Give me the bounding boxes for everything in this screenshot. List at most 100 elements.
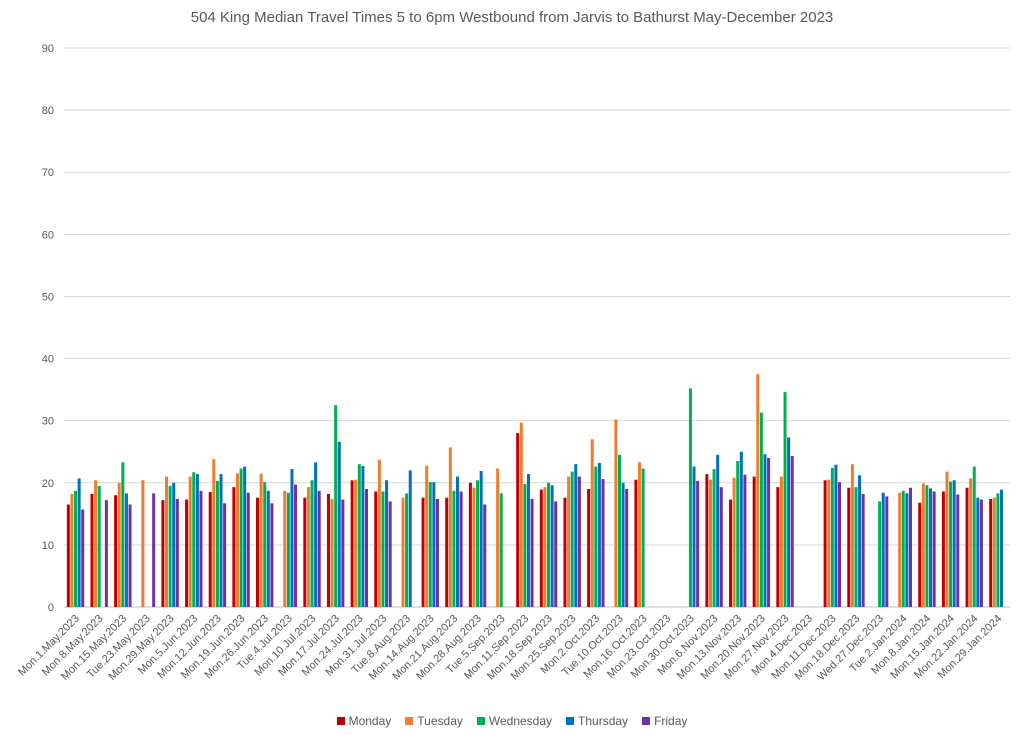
bar-wednesday — [783, 392, 787, 607]
bar-wednesday — [854, 487, 858, 607]
bar-thursday — [929, 488, 933, 607]
bar-monday — [374, 491, 378, 607]
bar-thursday — [124, 493, 128, 607]
bar-friday — [317, 490, 321, 607]
legend-label: Monday — [348, 714, 392, 728]
chart-title: 504 King Median Travel Times 5 to 6pm We… — [190, 9, 834, 26]
bar-thursday — [739, 451, 743, 607]
bar-tuesday — [638, 462, 642, 607]
bar-monday — [161, 500, 165, 607]
bar-tuesday — [330, 498, 334, 607]
bar-wednesday — [925, 485, 929, 607]
bar-monday — [90, 493, 94, 607]
bar-thursday — [881, 492, 885, 607]
bar-thursday — [787, 437, 791, 607]
legend-label: Wednesday — [488, 714, 553, 728]
bar-thursday — [195, 474, 199, 607]
bar-friday — [81, 509, 85, 607]
bar-wednesday — [121, 462, 125, 607]
bar-tuesday — [779, 476, 783, 607]
bar-wednesday — [641, 468, 645, 607]
legend-swatch — [405, 717, 414, 725]
bar-monday — [539, 489, 543, 607]
y-tick-label: 40 — [42, 354, 54, 366]
bar-wednesday — [476, 480, 480, 607]
legend-swatch — [476, 717, 485, 725]
bar-friday — [435, 498, 439, 607]
bar-friday — [838, 482, 842, 607]
bar-tuesday — [496, 468, 500, 607]
bar-friday — [861, 493, 865, 607]
bar-wednesday — [286, 492, 290, 607]
bar-thursday — [408, 470, 412, 607]
bar-wednesday — [381, 491, 385, 607]
bar-monday — [326, 493, 330, 607]
y-tick-label: 80 — [42, 105, 54, 117]
bar-friday — [790, 456, 794, 607]
y-tick-label: 30 — [42, 416, 54, 428]
bar-thursday — [361, 466, 365, 607]
bar-tuesday — [850, 464, 854, 607]
legend-swatch — [336, 717, 345, 725]
bar-friday — [932, 491, 936, 607]
bar-friday — [246, 492, 250, 607]
bar-thursday — [858, 475, 862, 607]
bar-friday — [365, 488, 369, 607]
bar-friday — [104, 500, 108, 607]
bar-wednesday — [830, 467, 834, 607]
bar-tuesday — [401, 497, 405, 607]
bar-thursday — [172, 482, 176, 607]
bar-thursday — [243, 466, 247, 607]
bar-wednesday — [334, 405, 338, 607]
y-tick-label: 0 — [48, 602, 54, 614]
bar-wednesday — [736, 461, 740, 607]
bar-friday — [767, 457, 771, 607]
bar-wednesday — [547, 482, 551, 607]
y-tick-label: 50 — [42, 291, 54, 303]
bar-wednesday — [97, 485, 101, 607]
bar-tuesday — [354, 479, 358, 607]
bar-thursday — [905, 493, 909, 607]
bar-wednesday — [499, 493, 503, 607]
bar-friday — [719, 487, 723, 607]
bar-monday — [114, 495, 118, 607]
bar-tuesday — [898, 492, 902, 607]
bar-wednesday — [357, 464, 361, 607]
bar-monday — [563, 497, 567, 607]
bar-tuesday — [921, 483, 925, 607]
legend-label: Thursday — [578, 714, 629, 728]
bar-friday — [199, 490, 203, 607]
bar-tuesday — [212, 459, 216, 607]
bar-tuesday — [827, 479, 831, 607]
bar-wednesday — [570, 471, 574, 607]
bar-wednesday — [74, 490, 78, 607]
bar-tuesday — [614, 419, 618, 607]
bar-wednesday — [878, 501, 882, 607]
bar-wednesday — [759, 412, 763, 607]
chart-legend: Monday Tuesday Wednesday Thursday Friday — [0, 714, 1024, 728]
bar-tuesday — [590, 439, 594, 607]
bar-friday — [601, 479, 605, 607]
bar-monday — [468, 482, 472, 607]
bar-thursday — [337, 441, 341, 607]
bar-thursday — [385, 480, 389, 607]
bar-friday — [388, 501, 392, 607]
bar-monday — [705, 474, 709, 607]
bar-wednesday — [452, 490, 456, 607]
bar-monday — [256, 497, 260, 607]
legend-item-wednesday: Wednesday — [476, 714, 553, 728]
legend-swatch — [566, 717, 575, 725]
bar-thursday — [716, 454, 720, 607]
legend-label: Tuesday — [417, 714, 463, 728]
bar-tuesday — [756, 374, 760, 607]
bar-monday — [752, 476, 756, 607]
y-tick-label: 90 — [42, 43, 54, 55]
bar-monday — [729, 499, 733, 607]
legend-label: Friday — [654, 714, 688, 728]
bar-wednesday — [996, 493, 1000, 607]
bar-friday — [577, 476, 581, 607]
bar-tuesday — [519, 422, 523, 607]
bar-monday — [421, 497, 425, 607]
bar-wednesday — [192, 472, 196, 607]
